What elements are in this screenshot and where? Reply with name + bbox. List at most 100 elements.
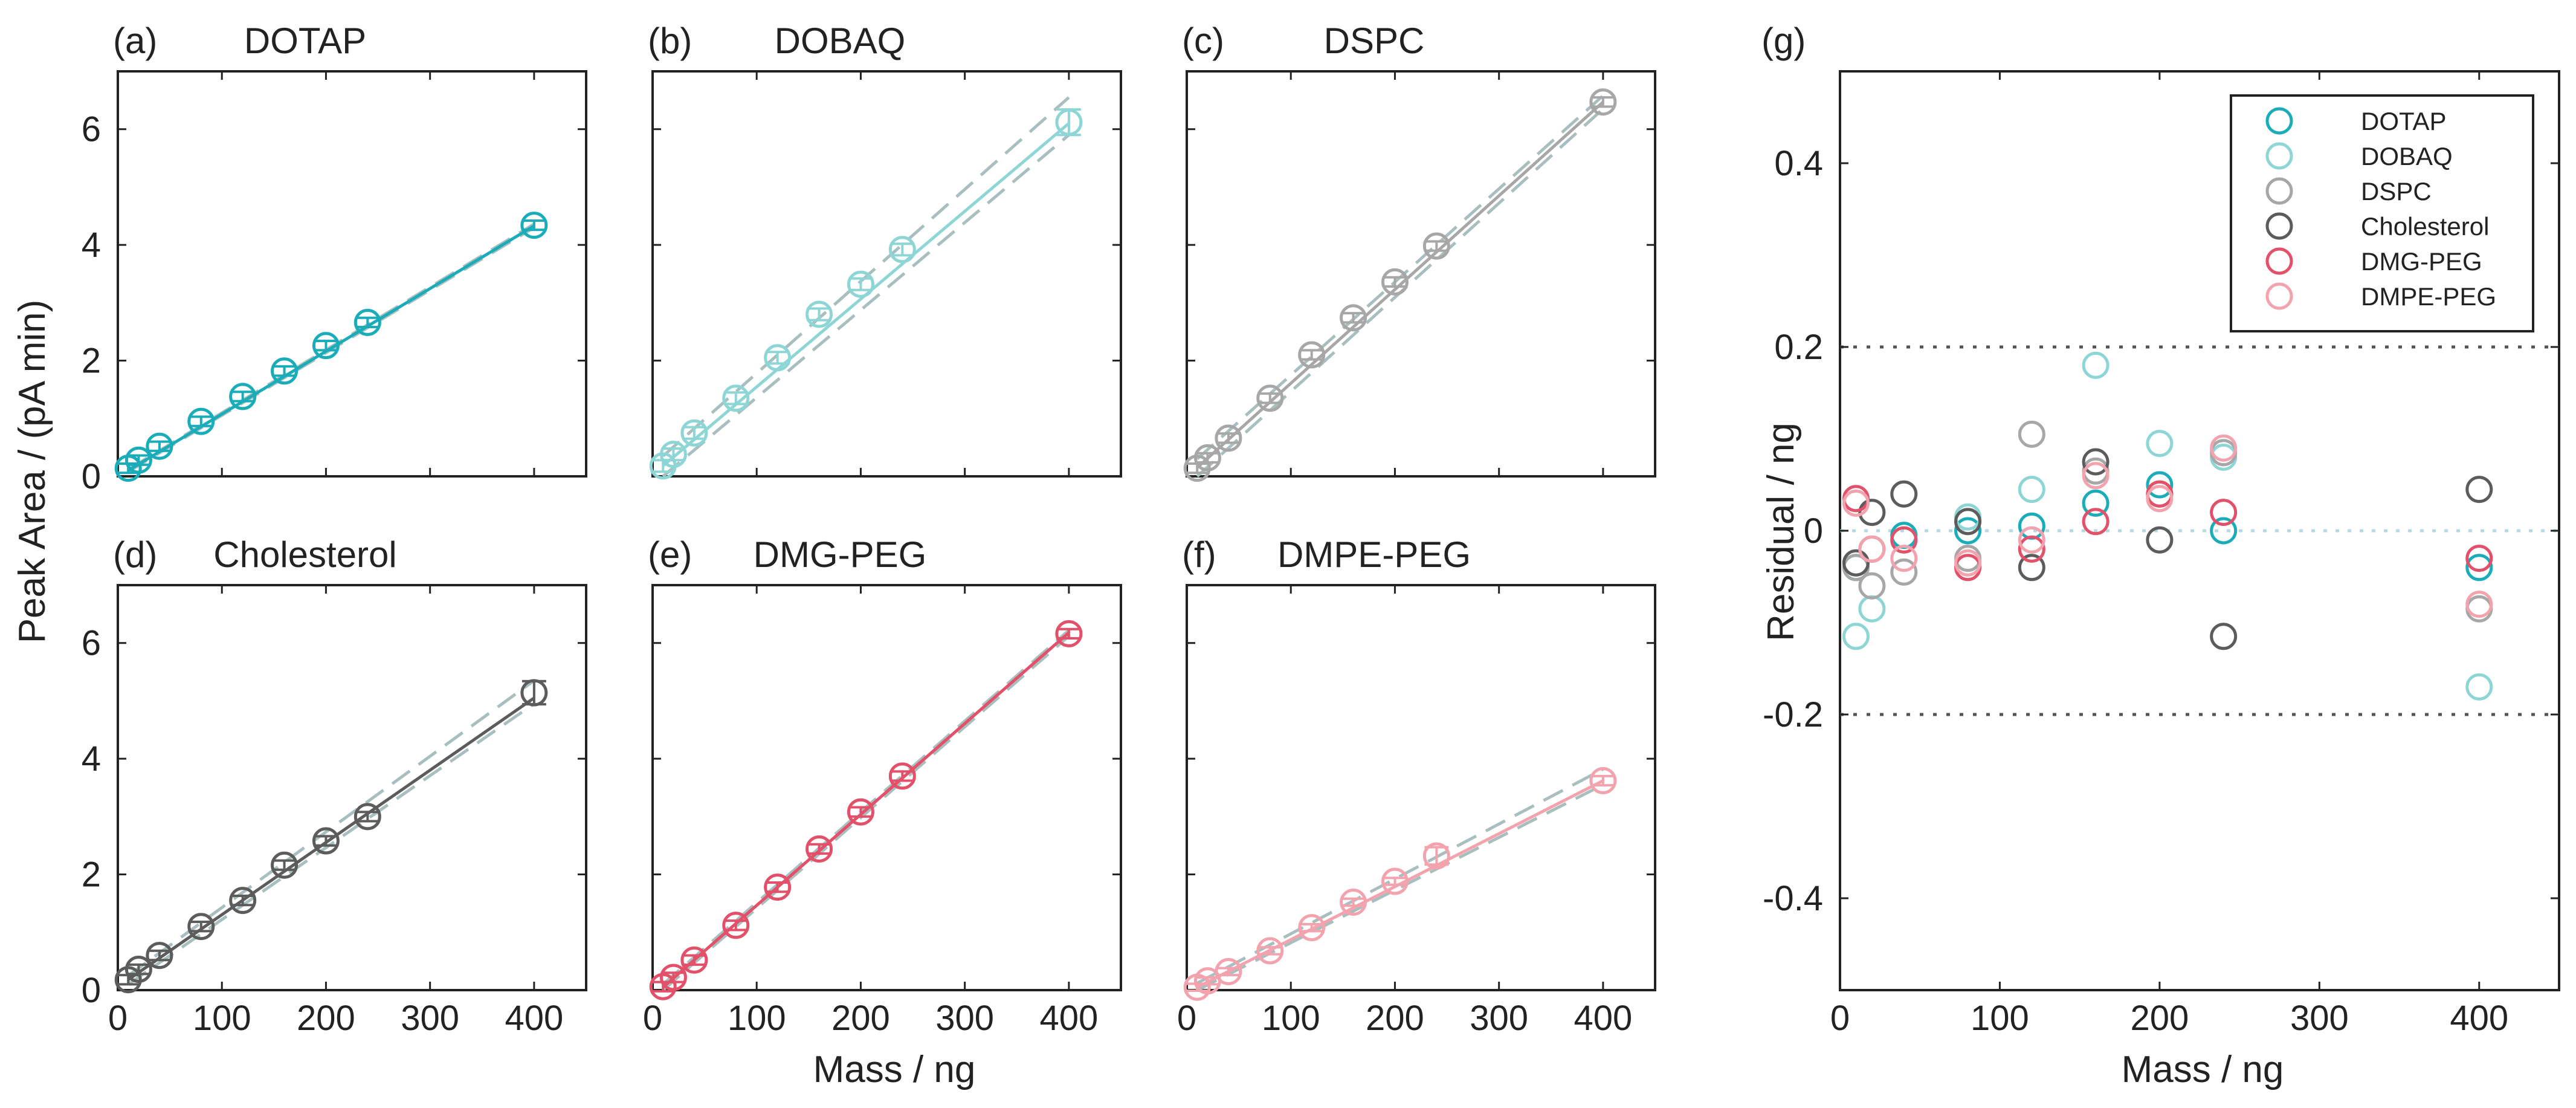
y-tick-label: 2 bbox=[82, 855, 101, 895]
residual-point bbox=[2082, 462, 2110, 490]
residual-point bbox=[1842, 549, 1870, 577]
residual-point bbox=[2210, 434, 2238, 462]
shared-y-axis-label: Peak Area / (pA min) bbox=[11, 300, 53, 644]
plot-frame bbox=[1186, 584, 1656, 991]
x-tick-label: 100 bbox=[728, 999, 786, 1038]
legend-marker bbox=[2265, 282, 2293, 310]
data-point bbox=[764, 344, 792, 372]
data-point bbox=[187, 407, 215, 435]
confidence-band-line bbox=[1196, 783, 1604, 992]
data-point bbox=[229, 887, 257, 915]
x-tick-label: 0 bbox=[1830, 999, 1850, 1038]
legend: DOTAP DOBAQ DSPC Cholesterol DMG-PEG DMPE-PEG bbox=[2230, 94, 2534, 332]
residual-point bbox=[2146, 526, 2174, 554]
panel-f: 0 100 200 300 400 (f) DMPE-PEG bbox=[1177, 534, 1656, 1038]
data-point bbox=[1055, 108, 1083, 136]
residual-point bbox=[1858, 595, 1886, 623]
data-point bbox=[805, 835, 833, 863]
data-point bbox=[1589, 88, 1617, 116]
x-tick-label: 100 bbox=[193, 999, 251, 1038]
x-tick-label: 200 bbox=[831, 999, 890, 1038]
confidence-band-line bbox=[127, 702, 535, 986]
y-tick-label: -0.4 bbox=[1763, 879, 1823, 918]
x-tick-label: 300 bbox=[1470, 999, 1528, 1038]
x-tick-label: 200 bbox=[1366, 999, 1424, 1038]
confidence-band-line bbox=[662, 96, 1070, 458]
data-point bbox=[1256, 937, 1284, 965]
residual-point bbox=[1842, 623, 1870, 650]
data-point bbox=[1298, 914, 1326, 942]
data-point bbox=[1381, 268, 1409, 296]
plot-frame bbox=[117, 584, 587, 991]
fit-line bbox=[662, 631, 1070, 989]
fit-line bbox=[127, 696, 535, 981]
panel-letter: (c) bbox=[1182, 21, 1224, 61]
legend-label: DMG-PEG bbox=[2361, 247, 2482, 276]
y-tick-label: 0.2 bbox=[1774, 328, 1823, 367]
residual-point bbox=[1858, 572, 1886, 600]
y-tick-label: 6 bbox=[82, 624, 101, 663]
y-tick-label: 0 bbox=[1804, 511, 1823, 551]
residual-point bbox=[2210, 499, 2238, 526]
data-point bbox=[1381, 867, 1409, 895]
residual-point bbox=[1842, 489, 1870, 517]
legend-marker bbox=[2265, 177, 2293, 205]
data-point bbox=[1589, 767, 1617, 795]
confidence-band-line bbox=[662, 635, 1070, 991]
panel-title: DMPE-PEG bbox=[1277, 534, 1471, 575]
residual-y-axis-label: Residual / ng bbox=[1760, 423, 1802, 641]
panel-title: DOTAP bbox=[244, 21, 366, 61]
panel-letter: (d) bbox=[113, 534, 157, 575]
panel-b: (b) DOBAQ bbox=[648, 21, 1122, 480]
data-point bbox=[1422, 842, 1450, 870]
residual-point bbox=[2465, 673, 2493, 701]
x-tick-label: 0 bbox=[108, 999, 128, 1038]
x-tick-label: 0 bbox=[1177, 999, 1196, 1038]
panel-e: 0 100 200 300 400 (e) DMG-PEG bbox=[643, 534, 1122, 1038]
data-point bbox=[1340, 889, 1367, 916]
panel-letter: (e) bbox=[648, 534, 692, 575]
data-point bbox=[312, 827, 340, 855]
panel-g: 0 100 200 300 400 -0.4 -0.2 0 0.2 0.4 DOTAP DOBAQ DS… bbox=[1761, 21, 2560, 1038]
residual-point bbox=[2018, 554, 2045, 582]
confidence-band-line bbox=[662, 134, 1070, 478]
residual-point bbox=[2018, 512, 2045, 540]
fit-line bbox=[1196, 100, 1604, 469]
y-tick-label: 0 bbox=[82, 457, 101, 496]
data-point bbox=[659, 964, 687, 991]
residual-point bbox=[2018, 526, 2045, 554]
residual-point bbox=[2465, 554, 2493, 582]
x-tick-label: 100 bbox=[1971, 999, 2029, 1038]
shared-x-axis-label: Mass / ng bbox=[813, 1049, 976, 1090]
panel-letter: (f) bbox=[1182, 534, 1216, 575]
data-point bbox=[1256, 384, 1284, 412]
panel-letter: (a) bbox=[113, 21, 157, 61]
y-tick-label: 0.4 bbox=[1774, 144, 1823, 183]
panel-title: DMG-PEG bbox=[754, 534, 927, 575]
legend-label: DOBAQ bbox=[2361, 142, 2453, 170]
residual-point bbox=[2210, 623, 2238, 650]
panel-c: (c) DSPC bbox=[1182, 21, 1656, 482]
legend-marker bbox=[2265, 212, 2293, 240]
residual-x-axis-label: Mass / ng bbox=[2122, 1049, 2284, 1090]
residual-point bbox=[2146, 485, 2174, 513]
legend-label: DMPE-PEG bbox=[2361, 282, 2496, 311]
residual-point bbox=[1890, 545, 1918, 572]
data-point bbox=[187, 913, 215, 941]
data-point bbox=[1298, 341, 1326, 369]
data-point bbox=[1215, 424, 1242, 452]
data-point bbox=[659, 441, 687, 468]
panel-title: DSPC bbox=[1324, 21, 1425, 61]
data-point bbox=[1055, 620, 1083, 647]
panel-title: Cholesterol bbox=[213, 534, 397, 575]
data-point bbox=[1422, 232, 1450, 260]
plot-frame bbox=[651, 70, 1122, 478]
residual-point bbox=[2082, 351, 2110, 379]
legend-label: Cholesterol bbox=[2361, 212, 2489, 241]
data-point bbox=[353, 308, 381, 336]
x-tick-label: 300 bbox=[935, 999, 994, 1038]
x-tick-label: 400 bbox=[1039, 999, 1098, 1038]
residual-point bbox=[2018, 476, 2045, 504]
data-point bbox=[847, 270, 874, 298]
